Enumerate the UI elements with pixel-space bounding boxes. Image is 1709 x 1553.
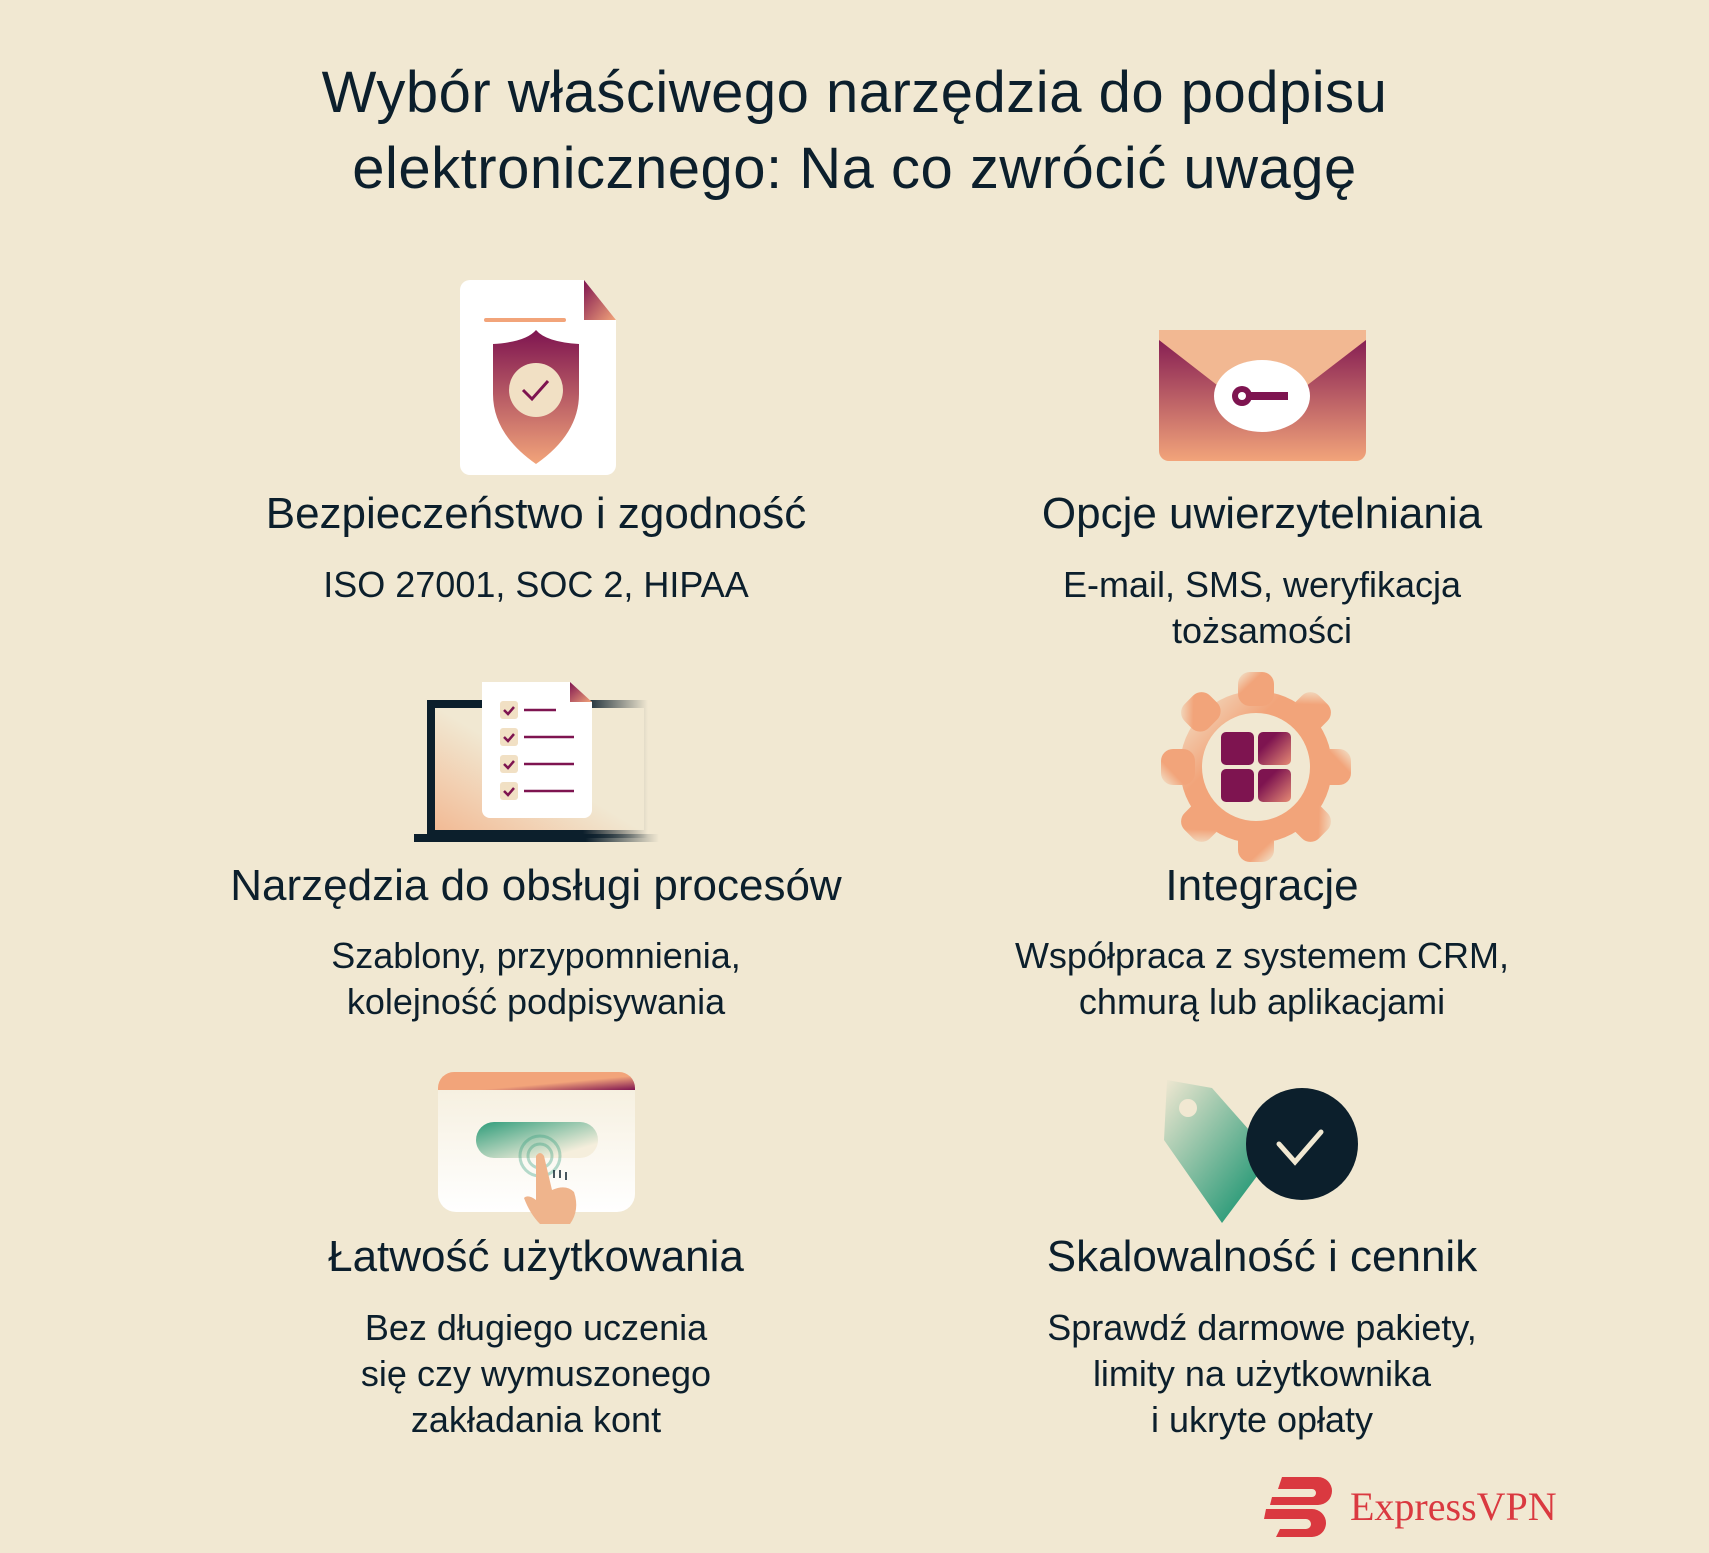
feature-description-line: chmurą lub aplikacjami: [1078, 981, 1446, 1022]
tap-button-icon: [438, 1072, 635, 1224]
feature-heading: Łatwość użytkowania: [328, 1232, 744, 1281]
feature-description-line: się czy wymuszonego: [360, 1353, 712, 1394]
expressvpn-logo: ExpressVPN: [1262, 1475, 1557, 1537]
feature-heading: Narzędzia do obsługi procesów: [230, 861, 842, 910]
feature-description-line: Współpraca z systemem CRM,: [1014, 935, 1510, 976]
feature-heading: Integracje: [1165, 861, 1359, 910]
price-tag-check-icon: [1164, 1080, 1358, 1223]
feature-description-line: zakładania kont: [410, 1399, 662, 1440]
shield-document-icon: [460, 280, 616, 475]
envelope-key-icon: [1159, 330, 1366, 461]
feature-heading: Bezpieczeństwo i zgodność: [265, 489, 807, 538]
expressvpn-logo-icon: [1264, 1477, 1332, 1537]
feature-description-line: tożsamości: [1171, 610, 1353, 651]
feature-description: ISO 27001, SOC 2, HIPAA: [323, 564, 749, 605]
feature-description-line: limity na użytkownika: [1092, 1353, 1432, 1394]
feature-heading: Opcje uwierzytelniania: [1041, 489, 1483, 538]
feature-description-line: Sprawdź darmowe pakiety,: [1047, 1307, 1477, 1348]
logo-text: ExpressVPN: [1350, 1483, 1557, 1529]
feature-description-line: Bez długiego uczenia: [364, 1307, 708, 1348]
feature-description-line: Szablony, przypomnienia,: [331, 935, 741, 976]
feature-description-line: kolejność podpisywania: [346, 981, 726, 1022]
gear-apps-icon: [1161, 672, 1351, 862]
laptop-checklist-icon: [414, 682, 659, 842]
feature-description-line: i ukryte opłaty: [1150, 1399, 1374, 1440]
feature-heading: Skalowalność i cennik: [1046, 1232, 1478, 1281]
feature-description-line: E-mail, SMS, weryfikacja: [1062, 564, 1462, 605]
page-title: Wybór właściwego narzędzia do podpisu el…: [321, 60, 1388, 201]
